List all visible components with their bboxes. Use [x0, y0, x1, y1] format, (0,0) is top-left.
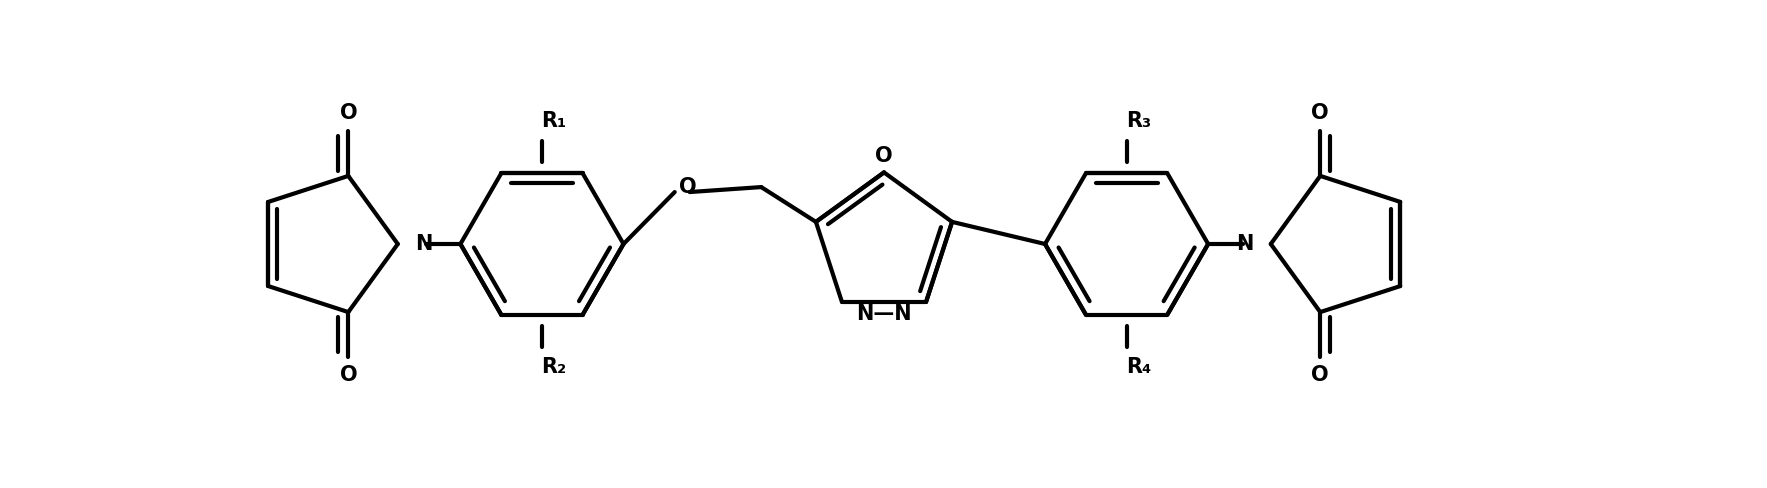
Text: O: O	[875, 145, 892, 165]
Text: O: O	[339, 365, 357, 385]
Text: N—N: N—N	[857, 304, 912, 324]
Text: R₄: R₄	[1126, 357, 1150, 377]
Text: R₁: R₁	[541, 111, 567, 131]
Text: R₃: R₃	[1126, 111, 1150, 131]
Text: R₂: R₂	[541, 357, 567, 377]
Text: N: N	[1237, 234, 1253, 254]
Text: N: N	[415, 234, 433, 254]
Text: O: O	[339, 103, 357, 123]
Text: O: O	[1311, 103, 1329, 123]
Text: O: O	[1311, 365, 1329, 385]
Text: O: O	[679, 177, 696, 197]
